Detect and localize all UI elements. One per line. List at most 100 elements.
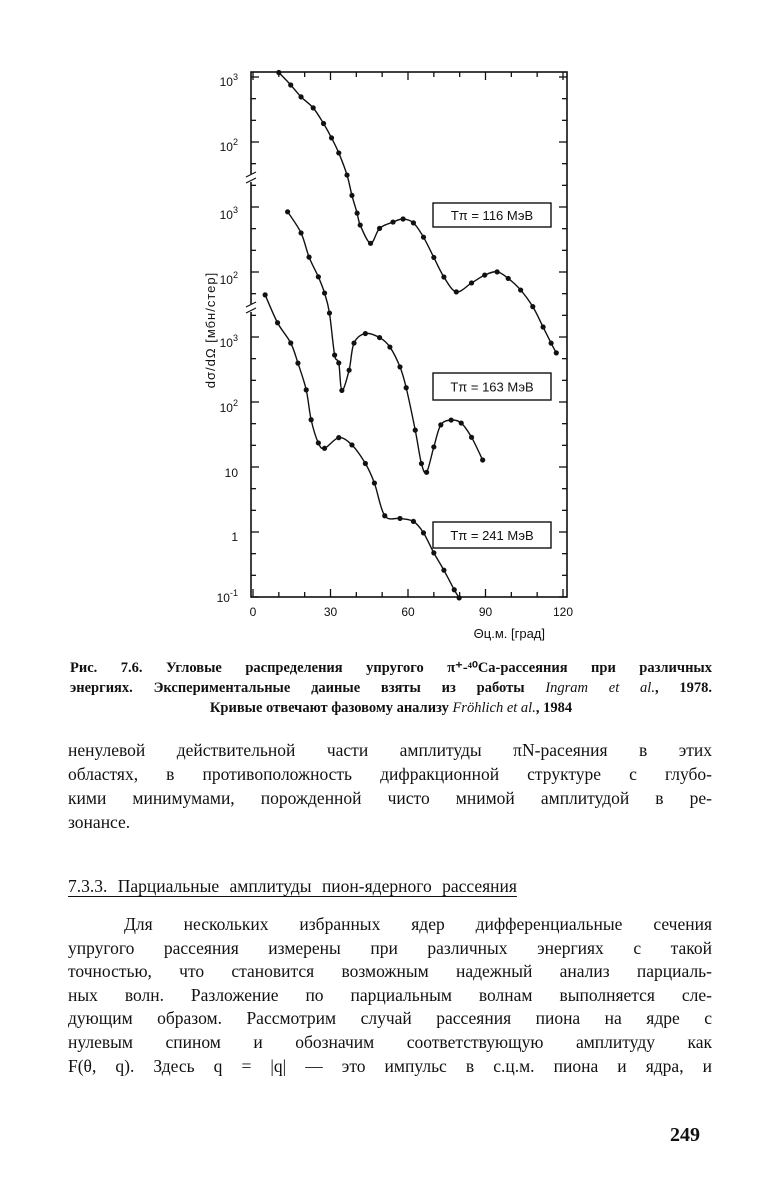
data-point	[468, 280, 475, 286]
data-point	[303, 387, 309, 393]
fit-curve	[287, 211, 484, 474]
data-point	[298, 230, 304, 236]
x-tick-label: 30	[324, 605, 338, 619]
y-tick-base: 10	[220, 208, 234, 222]
y-tick-base: 10	[217, 591, 231, 605]
y-tick-exponent: 3	[233, 205, 238, 215]
legend-label: Tπ = 163 МэВ	[450, 380, 533, 395]
text-line: зонансе.	[68, 812, 131, 832]
data-point	[351, 340, 357, 346]
y-tick-label: 103	[220, 72, 238, 89]
y-tick-label: 103	[220, 333, 238, 350]
data-point	[315, 440, 321, 446]
legend-label: Tπ = 241 МэВ	[450, 528, 533, 543]
text-line: областях, в противоположность дифракцион…	[68, 764, 712, 784]
paragraph-2: Для нескольких избранных ядер дифференци…	[68, 913, 712, 1078]
fit-curve	[264, 294, 460, 599]
data-point	[468, 434, 475, 440]
data-point	[349, 442, 355, 448]
data-point	[298, 94, 304, 100]
page-number: 249	[670, 1124, 700, 1146]
caption-reference: Fröhlich et al.	[452, 700, 536, 716]
y-tick-label: 102	[220, 398, 238, 415]
text-line: точностью, что становится возможным наде…	[68, 961, 712, 982]
data-point	[354, 210, 360, 216]
data-point	[403, 385, 409, 391]
legend-box	[432, 372, 552, 401]
y-tick-base: 10	[220, 336, 234, 350]
y-axis-label: dσ/dΩ [мбн/стер]	[203, 272, 218, 388]
axis-break	[247, 174, 255, 182]
caption-line-1: Рис. 7.6. Угловые распределения упругого…	[70, 660, 712, 676]
y-tick-label: 10-1	[217, 588, 238, 605]
data-point	[518, 287, 524, 293]
y-tick-exponent: -1	[230, 588, 238, 598]
plot-frame	[250, 71, 568, 598]
data-point	[262, 292, 268, 298]
y-tick-exponent: 2	[233, 137, 238, 147]
data-point	[376, 225, 383, 231]
data-point	[456, 595, 462, 601]
caption-text: , 1978.	[654, 680, 712, 696]
text-line: кими минимумами, порожденной чисто мнимо…	[68, 788, 712, 808]
y-tick-base: 10	[220, 273, 234, 287]
data-point	[397, 515, 403, 522]
data-point	[548, 340, 554, 346]
data-point	[480, 457, 486, 463]
data-point	[441, 274, 447, 280]
caption-line-2: энергиях. Экспериментальные даиные взяты…	[70, 678, 712, 698]
data-point	[431, 550, 437, 556]
y-tick-exponent: 2	[233, 270, 238, 280]
data-point	[458, 420, 464, 426]
data-point	[346, 367, 352, 373]
y-tick-base: 10	[220, 140, 234, 154]
y-tick-exponent: 2	[233, 398, 238, 408]
data-point	[424, 469, 430, 475]
caption-line-3: Кривые отвечают фазовому анализу Fröhlic…	[70, 698, 712, 718]
data-point	[410, 518, 417, 525]
data-point	[412, 427, 418, 433]
data-point	[288, 82, 294, 88]
data-point	[453, 289, 459, 295]
y-tick-base: 10	[220, 75, 234, 89]
data-point	[344, 172, 350, 178]
data-point	[400, 216, 406, 222]
data-point	[274, 320, 281, 326]
y-tick-label: 10	[225, 466, 239, 480]
x-tick-label: 60	[401, 605, 415, 619]
axis-break-mark	[245, 171, 257, 184]
y-tick-exponent: 3	[233, 333, 238, 343]
data-point	[482, 272, 488, 278]
data-point	[431, 444, 437, 450]
data-point	[285, 209, 291, 215]
y-tick-exponent: 3	[233, 72, 238, 82]
paragraph-1: ненулевой действительной части амплитуды…	[68, 738, 712, 834]
text-line: F(θ, q). Здесь q = |q| — это импульс в с…	[68, 1055, 712, 1076]
y-tick-base: 10	[225, 466, 239, 480]
data-point	[321, 445, 328, 451]
data-point	[431, 254, 437, 261]
text-line: нулевым спином и обозначим соответствующ…	[68, 1031, 712, 1052]
data-point	[328, 135, 335, 141]
data-point	[321, 290, 328, 296]
caption-text: , 1984	[535, 700, 573, 716]
data-point	[339, 387, 345, 394]
caption-text: энергиях. Экспериментальные даиные взяты…	[70, 680, 546, 696]
data-point	[438, 422, 444, 428]
section-heading: 7.3.3. Парциальные амплитуды пион-ядерно…	[68, 876, 517, 896]
text-line: ных волн. Разложение по парциальным волн…	[68, 984, 712, 1005]
data-point	[326, 310, 333, 316]
x-tick-label: 90	[479, 605, 493, 619]
data-point	[295, 360, 301, 366]
text-line: Для нескольких избранных ядер дифференци…	[124, 914, 712, 934]
data-point	[420, 530, 427, 536]
data-point	[553, 350, 559, 356]
data-point	[418, 460, 425, 467]
caption-reference: Ingram et al.	[545, 680, 655, 696]
text-line: упругого рассеяния измерены при различны…	[68, 937, 712, 958]
axis-break	[247, 304, 255, 312]
y-tick-label: 102	[220, 137, 238, 154]
y-tick-label: 102	[220, 270, 238, 287]
